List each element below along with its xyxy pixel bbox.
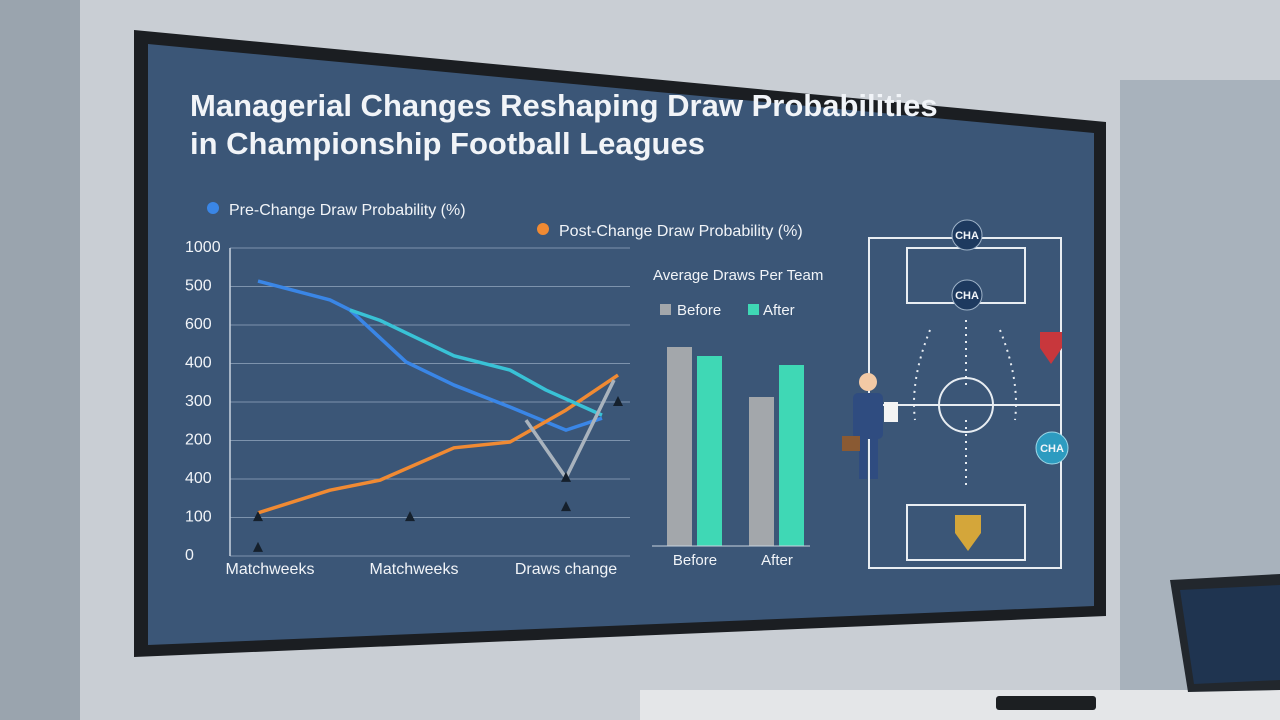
desk	[640, 690, 1280, 720]
leg	[870, 439, 878, 479]
data-line	[257, 373, 619, 515]
legend-label: After	[763, 302, 795, 319]
chart-title: Managerial Changes Reshaping Draw Probab…	[190, 88, 938, 123]
tablet	[996, 696, 1096, 710]
y-tick-label: 400	[185, 470, 212, 487]
legend-marker	[537, 223, 549, 235]
manager	[842, 373, 898, 479]
laptop-screen	[1180, 585, 1280, 684]
tactic-lines	[913, 320, 1017, 490]
clipboard	[884, 402, 898, 422]
bar	[779, 365, 804, 546]
penalty-box	[906, 504, 1026, 561]
badges: CHA CHA CHA	[951, 219, 1069, 551]
legend-marker	[660, 304, 671, 315]
bar	[667, 347, 692, 546]
bar-title: Average Draws Per Team	[653, 267, 823, 284]
y-tick-label: 100	[185, 509, 212, 526]
x-tick-label: Matchweeks	[226, 561, 315, 578]
marker	[561, 501, 571, 512]
body	[853, 393, 883, 439]
briefcase	[842, 436, 860, 451]
window-left	[0, 0, 80, 720]
badge	[1035, 431, 1069, 465]
y-tick-label: 200	[185, 432, 212, 449]
badge-label: CHA	[955, 290, 979, 302]
crest	[1040, 332, 1062, 364]
badge-label: CHA	[955, 230, 979, 242]
marker	[253, 541, 263, 552]
x-tick-label: Matchweeks	[370, 561, 459, 578]
data-line	[349, 308, 603, 417]
y-tick-label: 600	[185, 316, 212, 333]
legend-marker	[207, 202, 219, 214]
data-line	[257, 279, 603, 432]
marker	[405, 511, 415, 522]
x-tick-label: Draws change	[515, 561, 617, 578]
legend-marker	[748, 304, 759, 315]
legend-label: Post-Change Draw Probability (%)	[559, 223, 803, 240]
x-tick-label: Before	[673, 552, 717, 569]
legend-label: Before	[677, 302, 721, 319]
legend-label: Pre-Change Draw Probability (%)	[229, 202, 466, 219]
badge	[951, 279, 983, 311]
marker	[561, 471, 571, 482]
marker	[613, 396, 623, 406]
leg	[859, 439, 867, 479]
y-tick-label: 400	[185, 355, 212, 372]
y-tick-label: 0	[185, 547, 194, 564]
chart-title: in Championship Football Leagues	[190, 126, 705, 161]
y-tick-label: 1000	[185, 239, 221, 256]
bar	[749, 397, 774, 546]
y-tick-label: 300	[185, 393, 212, 410]
bar	[697, 356, 722, 546]
screen	[148, 44, 1094, 645]
marker	[253, 511, 263, 522]
badge	[951, 219, 983, 251]
y-tick-label: 500	[185, 278, 212, 295]
crest	[955, 515, 981, 551]
head	[859, 373, 877, 391]
x-tick-label: After	[761, 552, 793, 569]
badge-label: CHA	[1040, 443, 1064, 455]
